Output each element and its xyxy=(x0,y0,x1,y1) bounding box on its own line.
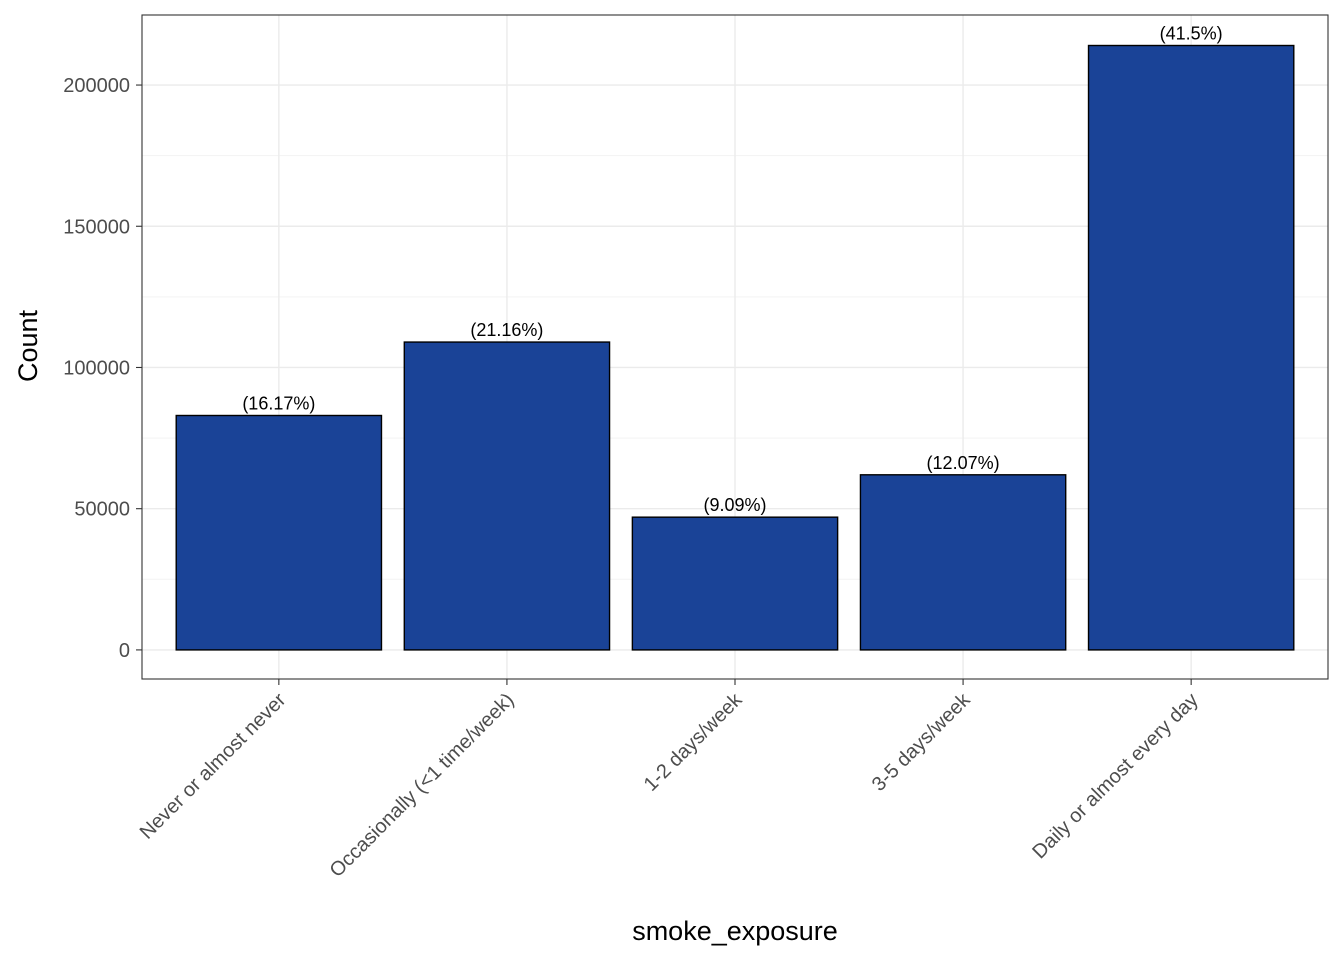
y-tick-label: 150000 xyxy=(63,216,130,238)
data-label: (41.5%) xyxy=(1160,24,1223,44)
y-axis: 0 50000 100000 150000 200000 xyxy=(63,75,142,662)
bar xyxy=(859,474,1067,651)
bar xyxy=(403,341,611,651)
x-tick-label: 1-2 days/week xyxy=(640,688,747,795)
x-tick-label: Never or almost never xyxy=(136,689,291,844)
data-label: (9.09%) xyxy=(703,495,766,515)
bar xyxy=(631,516,839,651)
y-tick-label: 50000 xyxy=(74,499,130,521)
bars xyxy=(175,44,1295,651)
bar xyxy=(1087,44,1295,651)
data-label: (12.07%) xyxy=(927,453,1000,473)
x-tick-label: Daily or almost every day xyxy=(1028,689,1202,863)
bar xyxy=(175,414,383,651)
y-tick-label: 200000 xyxy=(63,75,130,97)
x-axis: Never or almost never Occasionally (<1 ti… xyxy=(136,679,1203,882)
data-labels: (16.17%) (21.16%) (9.09%) (12.07%) (41.5%) xyxy=(242,24,1222,516)
y-axis-title: Count xyxy=(13,309,43,382)
x-axis-title: smoke_exposure xyxy=(632,916,838,946)
x-tick-label: Occasionally (<1 time/week) xyxy=(326,689,519,882)
y-tick-label: 100000 xyxy=(63,357,130,379)
y-tick-label: 0 xyxy=(119,640,130,662)
x-tick-label: 3-5 days/week xyxy=(868,688,975,795)
data-label: (21.16%) xyxy=(470,320,543,340)
data-label: (16.17%) xyxy=(242,393,315,413)
